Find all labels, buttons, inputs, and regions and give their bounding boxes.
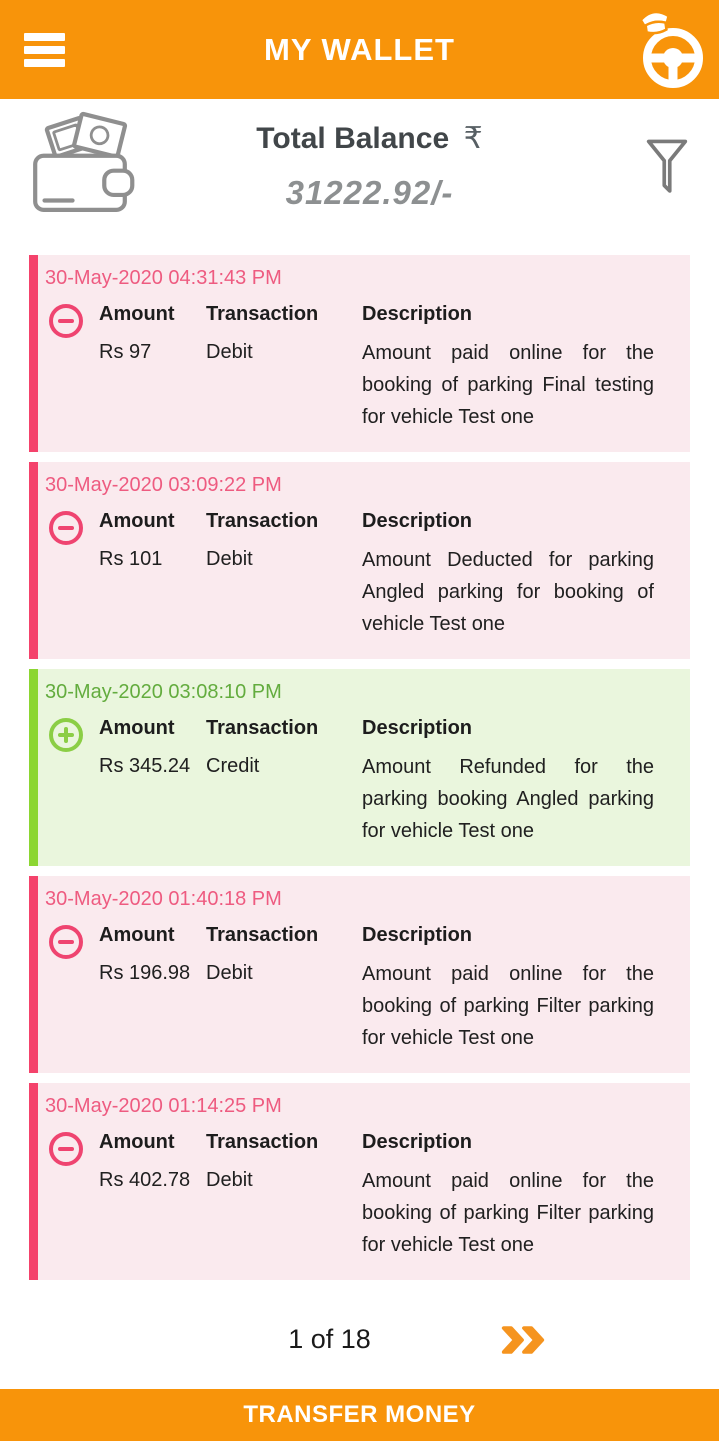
amount-value: Rs 196.98: [99, 962, 191, 984]
debit-minus-circle-icon: [45, 303, 99, 338]
next-page-double-chevron-icon[interactable]: [500, 1324, 546, 1361]
transaction-card[interactable]: 30-May-2020 03:09:22 PM Amount Rs 101 Tr…: [29, 462, 690, 659]
menu-hamburger-icon[interactable]: [24, 32, 65, 67]
chauffeur-steering-wheel-icon[interactable]: [635, 6, 707, 92]
balance-title-line: Total Balance ₹: [130, 121, 609, 156]
transaction-type-value: Debit: [206, 548, 253, 570]
transaction-type-value: Credit: [206, 755, 260, 777]
page-title: MY WALLET: [264, 31, 455, 67]
transfer-money-button[interactable]: TRANSFER MONEY: [0, 1389, 719, 1441]
description-column-header: Description: [362, 717, 473, 739]
transaction-card[interactable]: 30-May-2020 01:40:18 PM Amount Rs 196.98…: [29, 876, 690, 1073]
transaction-column-header: Transaction: [206, 924, 319, 946]
wallet-cash-icon: [24, 107, 136, 230]
transaction-list: 30-May-2020 04:31:43 PM Amount Rs 97 Tra…: [0, 255, 719, 1290]
transaction-column-header: Transaction: [206, 303, 319, 325]
debit-minus-circle-icon: [45, 1131, 99, 1166]
page-indicator: 1 of 18: [288, 1324, 371, 1354]
balance-label: Total Balance: [256, 122, 450, 155]
transaction-datetime: 30-May-2020 01:14:25 PM: [45, 1095, 282, 1117]
amount-value: Rs 101: [99, 548, 163, 570]
filter-funnel-icon[interactable]: [645, 137, 689, 204]
transaction-body: Amount Rs 196.98 Transaction Debit Descr…: [45, 924, 654, 1054]
description-value: Amount paid online for the booking of pa…: [362, 1170, 654, 1256]
transfer-money-label: TRANSFER MONEY: [243, 1401, 476, 1428]
hamburger-bar: [24, 45, 65, 54]
transaction-type-value: Debit: [206, 962, 253, 984]
transaction-card[interactable]: 30-May-2020 03:08:10 PM Amount Rs 345.24…: [29, 669, 690, 866]
description-value: Amount Refunded for the parking booking …: [362, 756, 654, 842]
hamburger-bar: [24, 32, 65, 41]
balance-section: Total Balance ₹ 31222.92/-: [0, 99, 719, 255]
transaction-datetime: 30-May-2020 03:09:22 PM: [45, 474, 282, 496]
pagination-bar: 1 of 18: [0, 1290, 719, 1389]
transaction-card[interactable]: 30-May-2020 04:31:43 PM Amount Rs 97 Tra…: [29, 255, 690, 452]
transaction-type-value: Debit: [206, 1169, 253, 1191]
amount-column-header: Amount: [99, 510, 175, 532]
transaction-datetime: 30-May-2020 01:40:18 PM: [45, 888, 282, 910]
transaction-type-value: Debit: [206, 341, 253, 363]
amount-column-header: Amount: [99, 303, 175, 325]
description-value: Amount Deducted for parking Angled parki…: [362, 549, 654, 635]
balance-amount: 31222.92/-: [285, 174, 454, 211]
debit-minus-circle-icon: [45, 510, 99, 545]
amount-value: Rs 402.78: [99, 1169, 191, 1191]
description-column-header: Description: [362, 303, 473, 325]
app-header: MY WALLET: [0, 0, 719, 99]
amount-column-header: Amount: [99, 924, 175, 946]
description-value: Amount paid online for the booking of pa…: [362, 963, 654, 1049]
amount-value: Rs 97: [99, 341, 152, 363]
description-column-header: Description: [362, 1131, 473, 1153]
transaction-datetime: 30-May-2020 04:31:43 PM: [45, 267, 282, 289]
transaction-body: Amount Rs 345.24 Transaction Credit Desc…: [45, 717, 654, 847]
transaction-column-header: Transaction: [206, 510, 319, 532]
transaction-body: Amount Rs 97 Transaction Debit Descripti…: [45, 303, 654, 433]
hamburger-bar: [24, 58, 65, 67]
description-column-header: Description: [362, 510, 473, 532]
debit-minus-circle-icon: [45, 924, 99, 959]
transaction-datetime: 30-May-2020 03:08:10 PM: [45, 681, 282, 703]
description-column-header: Description: [362, 924, 473, 946]
description-value: Amount paid online for the booking of pa…: [362, 342, 654, 428]
balance-block: Total Balance ₹ 31222.92/-: [130, 121, 609, 212]
amount-column-header: Amount: [99, 1131, 175, 1153]
rupee-symbol: ₹: [463, 122, 483, 155]
transaction-column-header: Transaction: [206, 717, 319, 739]
transaction-column-header: Transaction: [206, 1131, 319, 1153]
credit-plus-circle-icon: [45, 717, 99, 752]
amount-value: Rs 345.24: [99, 755, 191, 777]
transaction-body: Amount Rs 402.78 Transaction Debit Descr…: [45, 1131, 654, 1261]
transaction-body: Amount Rs 101 Transaction Debit Descript…: [45, 510, 654, 640]
amount-column-header: Amount: [99, 717, 175, 739]
transaction-card[interactable]: 30-May-2020 01:14:25 PM Amount Rs 402.78…: [29, 1083, 690, 1280]
